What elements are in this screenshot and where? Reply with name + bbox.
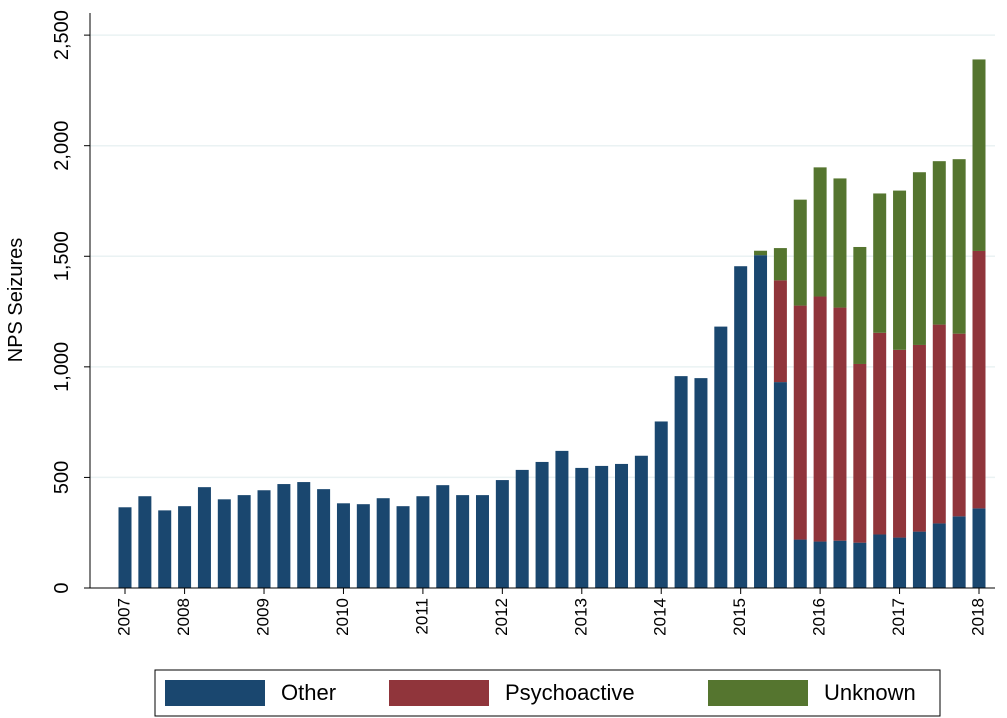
bar-segment bbox=[773, 248, 787, 281]
bar-segment bbox=[793, 305, 807, 540]
bar-segment bbox=[873, 193, 887, 333]
bar-segment bbox=[932, 523, 946, 588]
bar-segment bbox=[277, 484, 291, 588]
legend-swatch bbox=[165, 680, 265, 706]
legend-label: Other bbox=[281, 680, 336, 705]
bar-segment bbox=[773, 382, 787, 588]
bar-segment bbox=[615, 463, 629, 588]
bar-segment bbox=[634, 455, 648, 588]
y-axis-label: NPS Seizures bbox=[5, 238, 27, 363]
bar-segment bbox=[336, 503, 350, 588]
bar-segment bbox=[257, 490, 271, 588]
x-tick-label: 2018 bbox=[968, 598, 987, 636]
y-tick-label: 0 bbox=[51, 582, 73, 593]
bar-segment bbox=[912, 531, 926, 588]
x-tick-label: 2013 bbox=[571, 598, 590, 636]
bar-segment bbox=[873, 332, 887, 535]
bar-segment bbox=[972, 508, 986, 588]
bar-segment bbox=[138, 496, 152, 588]
bar-segment bbox=[178, 506, 192, 588]
bar-segment bbox=[813, 167, 827, 297]
bar-segment bbox=[555, 450, 569, 588]
legend-box bbox=[154, 669, 941, 717]
bar-segment bbox=[793, 199, 807, 306]
bar-segment bbox=[833, 540, 847, 588]
bar-segment bbox=[893, 349, 907, 538]
legend-label: Unknown bbox=[824, 680, 916, 705]
bar-segment bbox=[297, 482, 311, 588]
bar-segment bbox=[833, 178, 847, 308]
bar-segment bbox=[118, 507, 132, 588]
bar-segment bbox=[813, 541, 827, 588]
bar-segment bbox=[535, 461, 549, 588]
bar-segment bbox=[952, 333, 966, 517]
bar-segment bbox=[952, 516, 966, 588]
x-tick-label: 2015 bbox=[730, 598, 749, 636]
legend-swatch bbox=[708, 680, 808, 706]
x-tick-label: 2010 bbox=[333, 598, 352, 636]
bar-segment bbox=[912, 172, 926, 345]
bar-segment bbox=[833, 307, 847, 541]
bar-segment bbox=[456, 495, 470, 588]
bar-segment bbox=[734, 266, 748, 588]
y-tick-label: 1,500 bbox=[51, 231, 73, 281]
bar-segment bbox=[912, 344, 926, 532]
bar-segment bbox=[893, 190, 907, 350]
bar-segment bbox=[873, 534, 887, 588]
bar-segment bbox=[595, 465, 609, 588]
bar-segment bbox=[853, 542, 867, 588]
bar-segment bbox=[813, 296, 827, 542]
bar-segment bbox=[893, 537, 907, 588]
bar-segment bbox=[356, 504, 370, 588]
legend-swatch bbox=[389, 680, 489, 706]
bar-segment bbox=[674, 376, 688, 588]
y-tick-label: 500 bbox=[51, 461, 73, 494]
bar-segment bbox=[932, 161, 946, 325]
bar-segment bbox=[714, 326, 728, 588]
bar-segment bbox=[932, 324, 946, 524]
bar-segment bbox=[217, 499, 231, 588]
bar-segment bbox=[475, 495, 489, 588]
y-tick-label: 1,000 bbox=[51, 342, 73, 392]
bar-segment bbox=[972, 250, 986, 509]
bar-segment bbox=[853, 246, 867, 364]
bar-segment bbox=[694, 378, 708, 588]
bar-segment bbox=[575, 467, 589, 588]
bar-segment bbox=[654, 421, 668, 588]
x-tick-label: 2017 bbox=[889, 598, 908, 636]
bar-segment bbox=[416, 496, 430, 588]
x-tick-label: 2009 bbox=[254, 598, 273, 636]
y-tick-label: 2,000 bbox=[51, 121, 73, 171]
x-tick-label: 2012 bbox=[492, 598, 511, 636]
bar-segment bbox=[495, 480, 509, 588]
bar-segment bbox=[754, 250, 768, 256]
bar-segment bbox=[376, 498, 390, 588]
x-tick-label: 2008 bbox=[174, 598, 193, 636]
bar-segment bbox=[793, 539, 807, 588]
bar-segment bbox=[436, 485, 450, 588]
bar-segment bbox=[952, 159, 966, 334]
bar-segment bbox=[972, 59, 986, 251]
bar-segment bbox=[158, 510, 172, 588]
bar-segment bbox=[317, 489, 331, 588]
x-tick-label: 2016 bbox=[810, 598, 829, 636]
bar-segment bbox=[396, 506, 410, 588]
x-tick-label: 2007 bbox=[114, 598, 133, 636]
legend-label: Psychoactive bbox=[505, 680, 635, 705]
bar-segment bbox=[515, 469, 529, 588]
bar-segment bbox=[773, 280, 787, 383]
x-tick-label: 2014 bbox=[651, 598, 670, 636]
y-tick-label: 2,500 bbox=[51, 10, 73, 60]
bar-segment bbox=[237, 495, 251, 588]
bar-segment bbox=[853, 363, 867, 543]
bar-segment bbox=[197, 487, 211, 588]
x-tick-label: 2011 bbox=[412, 598, 431, 635]
bar-segment bbox=[754, 255, 768, 589]
